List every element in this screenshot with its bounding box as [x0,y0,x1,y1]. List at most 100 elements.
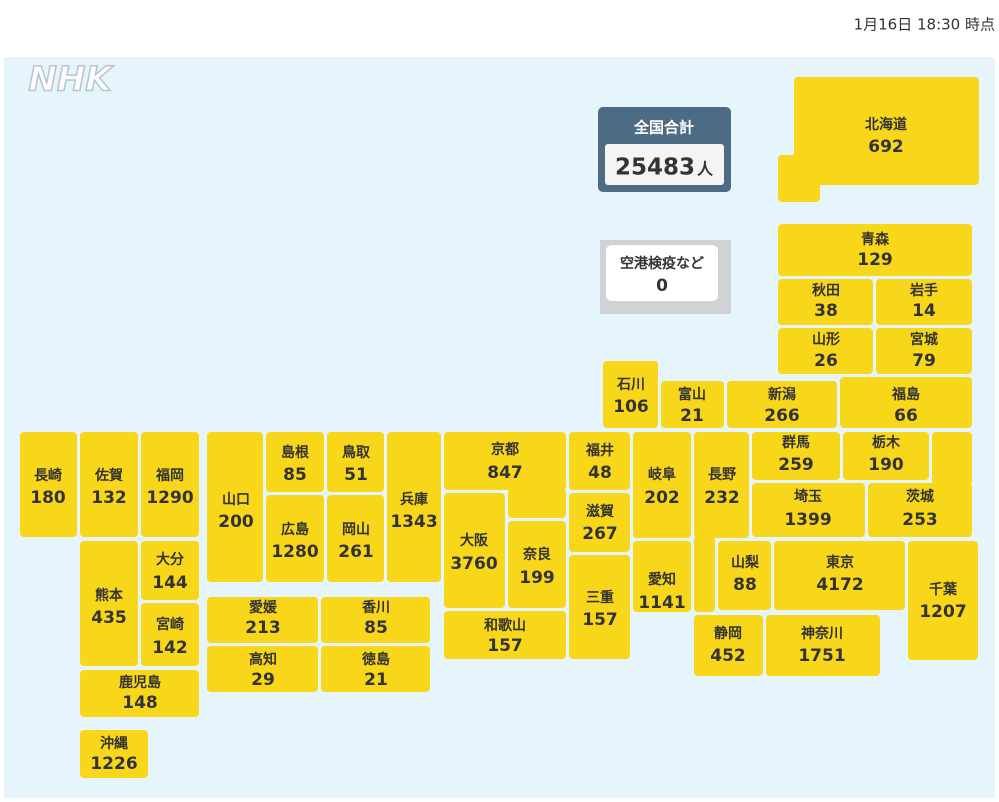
prefecture-name: 沖縄 [100,735,128,752]
prefecture-value: 1343 [390,512,437,532]
prefecture-tile [843,432,929,480]
prefecture-value: 157 [582,610,618,630]
prefecture-name: 福岡 [155,467,184,484]
prefecture-tile [932,432,972,485]
prefecture-tile [794,77,979,185]
prefecture-value: 29 [251,670,275,690]
airport-label: 空港検疫など [620,255,704,272]
prefecture-tile [80,432,138,537]
total-unit: 人 [697,160,714,179]
prefecture-tile [141,541,199,600]
prefecture-name: 岡山 [342,522,370,538]
prefecture-value: 435 [91,608,127,628]
prefecture-tile [321,646,430,692]
prefecture-tile [266,495,324,582]
prefecture-tile [444,611,566,659]
prefecture-name: 青森 [861,231,890,248]
prefecture-tile [752,432,840,480]
prefecture-tile [141,432,199,537]
prefecture-tile [694,536,715,612]
prefecture-tile [444,493,505,608]
prefecture-value: 1207 [919,602,966,622]
prefecture-tile [569,555,630,659]
prefecture-value: 3760 [450,554,497,574]
prefecture-tile [694,615,763,676]
total-inner [605,144,724,185]
prefecture-value: 1141 [638,593,685,613]
prefecture-tile [778,328,873,374]
prefecture-value: 452 [710,646,746,666]
prefecture-tile [508,521,566,608]
prefecture-name: 長崎 [34,467,62,484]
prefecture-name: 岩手 [909,282,938,299]
prefecture-value: 692 [868,137,904,157]
prefecture-value: 4172 [816,575,863,595]
prefecture-value: 261 [338,542,374,562]
prefecture-tile [20,432,77,537]
prefecture-tile [774,541,905,610]
airport-box [606,245,718,301]
prefecture-tile [876,328,972,374]
prefecture-tile [868,483,972,537]
prefecture-value: 148 [122,693,158,713]
prefecture-name: 山梨 [731,554,760,571]
prefecture-tile [727,381,837,428]
prefecture-name: 和歌山 [484,617,526,634]
prefecture-name: 岐阜 [648,466,676,483]
prefecture-value: 88 [733,575,757,595]
tiles: 北海道 692 青森 129 秋田 38 岩手 14 山形 26 宮城 79 石川 106 富山 21 新潟 26… [20,77,979,778]
prefecture-value: 232 [704,488,740,508]
prefecture-name: 京都 [491,441,519,458]
prefecture-value: 180 [30,488,66,508]
prefecture-tile [327,432,384,492]
prefecture-name: 兵庫 [400,491,428,508]
prefecture-value: 129 [857,250,893,270]
prefecture-name: 栃木 [872,434,901,451]
prefecture-name: 徳島 [361,651,390,668]
prefecture-value: 213 [245,618,281,638]
prefecture-tile [876,279,972,325]
prefecture-tile [633,432,691,538]
prefecture-value: 142 [152,638,188,658]
prefecture-name: 埼玉 [794,488,822,505]
prefecture-tile [321,597,430,643]
prefecture-tile [603,361,658,428]
prefecture-tile [387,432,441,582]
prefecture-name: 広島 [281,521,309,538]
prefecture-name: 鳥取 [342,444,371,461]
prefecture-value: 1280 [271,542,318,562]
prefecture-value: 259 [778,455,814,475]
prefecture-value: 190 [868,455,904,475]
prefecture-tile [508,488,566,518]
prefecture-name: 高知 [249,651,277,668]
prefecture-value: 1399 [784,510,831,530]
prefecture-tile [327,495,384,582]
prefecture-name: 千葉 [929,581,958,598]
prefecture-value: 85 [283,465,307,485]
prefecture-value: 1751 [798,646,845,666]
prefecture-tile [908,541,978,660]
prefecture-name: 大分 [156,551,184,568]
prefecture-name: 熊本 [95,587,124,604]
prefecture-name: 新潟 [768,386,796,403]
prefecture-tile [207,432,263,582]
prefecture-value: 14 [912,301,936,321]
prefecture-name: 山口 [222,492,250,508]
total-value: 25483 [615,155,695,181]
prefecture-name: 富山 [678,386,706,403]
total-label: 全国合計 [633,119,694,137]
prefecture-tile [778,155,820,202]
prefecture-tile [80,730,148,778]
prefecture-value: 202 [644,488,680,508]
prefecture-tile [80,541,138,666]
prefecture-name: 宮城 [910,331,938,348]
prefecture-name: 奈良 [522,546,551,563]
prefecture-name: 神奈川 [801,625,843,642]
prefecture-value: 21 [680,406,704,426]
logo: NHK [28,60,114,100]
prefecture-value: 106 [613,397,649,417]
prefecture-value: 266 [764,406,800,426]
prefecture-name: 長野 [708,467,736,483]
